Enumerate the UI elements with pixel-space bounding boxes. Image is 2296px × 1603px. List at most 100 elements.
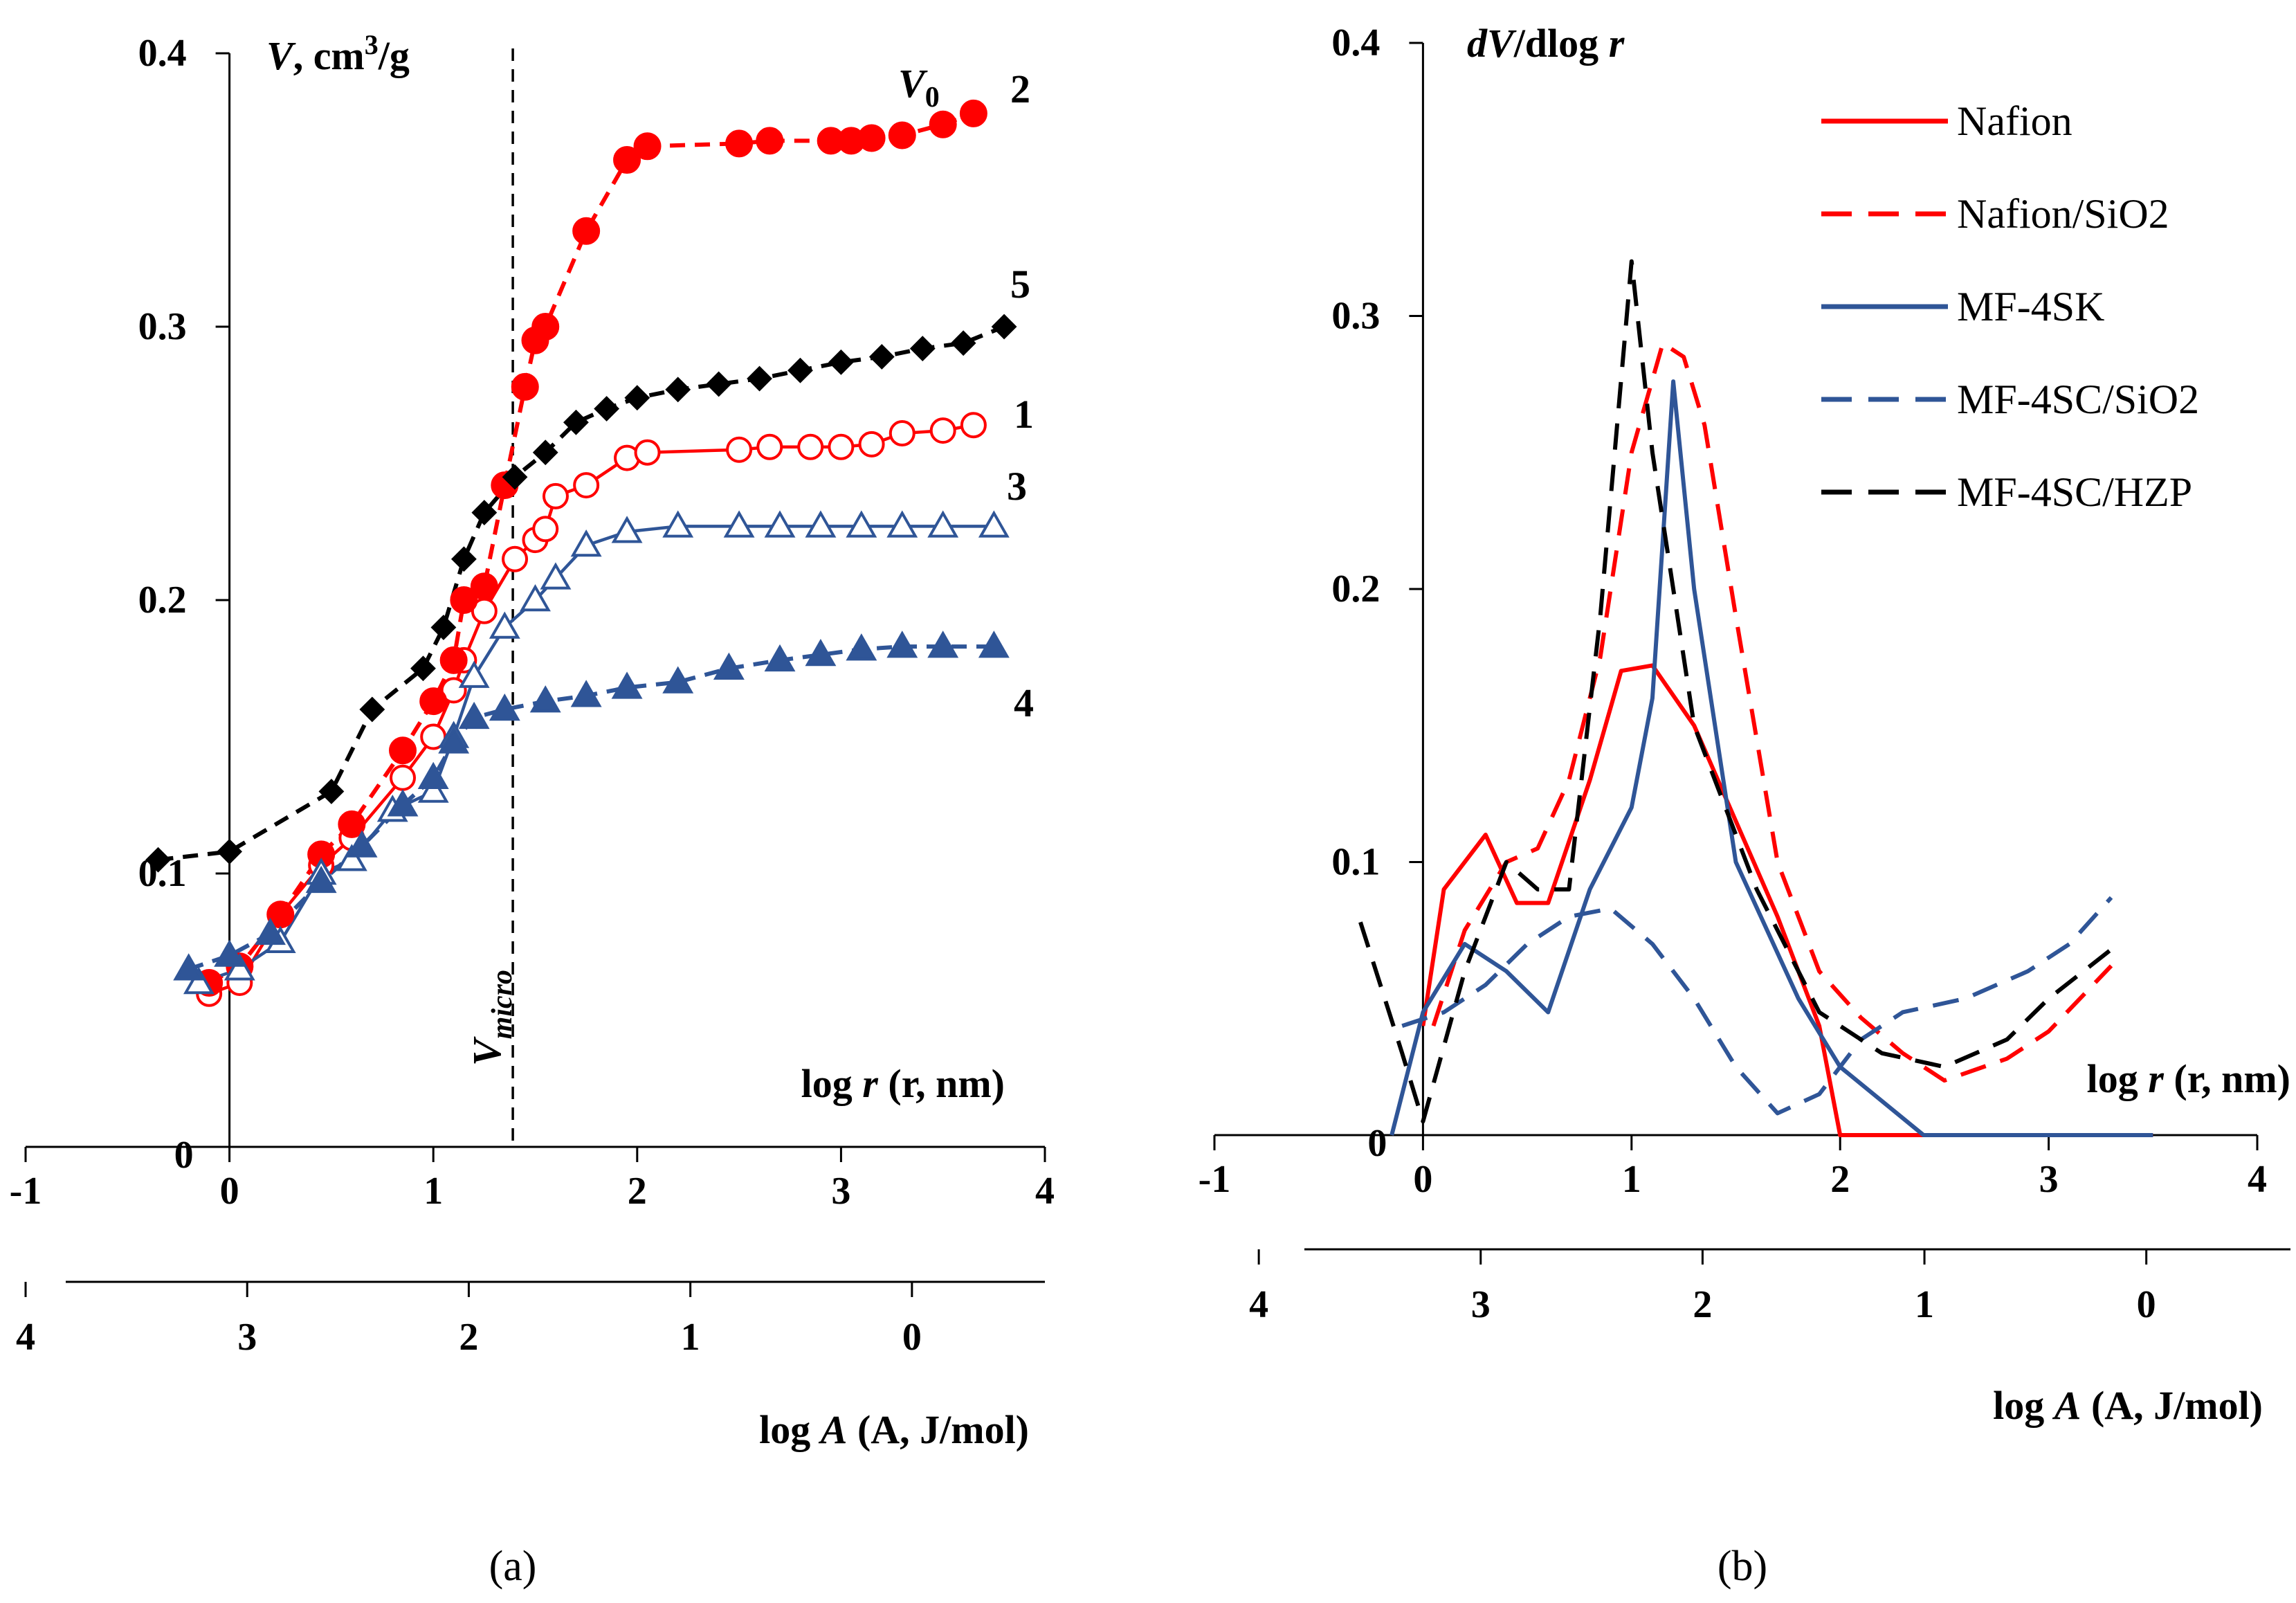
series-4-point (805, 638, 837, 667)
series-2-point (756, 127, 784, 155)
x2-tick-label: 2 (459, 1316, 478, 1359)
series-5-point (359, 696, 385, 723)
series-1-point (532, 516, 559, 543)
series-5-point (318, 779, 345, 804)
panel-label: (b) (1718, 1543, 1767, 1590)
series-3-point (336, 844, 367, 871)
x2-tick-label: 0 (902, 1316, 922, 1359)
series-5-point (868, 344, 895, 370)
series-5-point (747, 365, 772, 392)
y-axis-title-unit: /g (378, 33, 410, 78)
series-1-point (542, 482, 569, 509)
series-5-point (594, 396, 620, 422)
series-4-point (978, 631, 1010, 658)
series-2-point (450, 586, 478, 614)
series-line-3 (198, 525, 994, 985)
series-5-point (502, 464, 528, 490)
series-2-point (531, 313, 560, 341)
x-axis-title-suffix: (r, nm) (2164, 1056, 2290, 1101)
series-1-point (726, 436, 753, 463)
x-tick-label: 0 (220, 1170, 239, 1213)
series-4-point (713, 652, 745, 680)
series-3-point (805, 510, 837, 538)
series-4-point (458, 701, 490, 730)
series-4-point (214, 939, 246, 967)
series-1-point (573, 472, 600, 499)
series-3-point (611, 516, 643, 543)
series-label-4: 4 (1014, 680, 1034, 725)
series-label-2: 2 (1010, 66, 1030, 111)
v-micro-label: Vmicro (464, 970, 518, 1066)
x2-tick-label: 1 (681, 1316, 700, 1359)
x2-tick-label: 3 (237, 1316, 257, 1359)
series-2-point (857, 124, 886, 152)
x-tick-label: 1 (1622, 1158, 1641, 1201)
series-line-MF-4SK (1390, 379, 2153, 1137)
series-4-point (173, 953, 205, 981)
v-micro-label-sub: micro (486, 970, 518, 1039)
x-axis-title: log r (r, nm) (2087, 1056, 2290, 1101)
series-4-point (927, 631, 959, 658)
series-line-Nafion (1421, 663, 2153, 1137)
series-3-point (520, 583, 551, 612)
series-3-point (723, 510, 755, 538)
series-4-point (387, 789, 419, 817)
series-3-point (764, 510, 796, 538)
series-5-point (450, 546, 477, 572)
y-tick-label: 0.3 (138, 305, 187, 348)
x2-tick-label: 2 (1693, 1283, 1712, 1326)
series-1-point (858, 431, 885, 458)
series-3-point (417, 775, 449, 803)
series-label-5: 5 (1010, 262, 1030, 307)
x2-tick-label: 1 (1915, 1283, 1934, 1326)
legend: Nafion Nafion/SiO2 MF-4SK MF-4SC/SiO2 MF-4SC… (1821, 98, 2199, 515)
y-tick-label: 0 (1367, 1122, 1387, 1165)
series-4-point (611, 671, 643, 699)
series-4-point (438, 726, 470, 754)
series-5-point (471, 500, 498, 526)
series-4-point (305, 865, 337, 894)
series-1-point (889, 420, 915, 447)
legend-label-MF-4SC/SiO2: MF-4SC/SiO2 (1957, 377, 2199, 422)
y-axis-title-var: dV (1467, 21, 1517, 66)
v0-label-sub: 0 (925, 82, 940, 114)
x-tick-label: 1 (423, 1170, 443, 1213)
legend-label-Nafion/SiO2: Nafion/SiO2 (1957, 191, 2169, 237)
series-5-point (909, 336, 936, 362)
series-4-point (417, 761, 449, 789)
v0-label: V0 (898, 61, 940, 114)
series-2-point (389, 736, 417, 765)
series-2-point (633, 132, 662, 161)
series-5-point (991, 314, 1017, 340)
x2-tick-label: 3 (1471, 1283, 1491, 1326)
series-1-point (502, 545, 529, 572)
series-5-point (532, 440, 558, 466)
series-5-point (217, 838, 243, 864)
x-tick-label: -1 (1199, 1158, 1231, 1201)
x-tick-label: 0 (1413, 1158, 1432, 1201)
series-2-point (470, 572, 498, 601)
y-axis-title-var: V (266, 33, 296, 78)
series-2-point (725, 129, 754, 158)
x-tick-label: 2 (628, 1170, 647, 1213)
y-axis-title: V, cm3/g (266, 29, 410, 78)
series-3-point (662, 510, 694, 538)
x-tick-label: 4 (1035, 1170, 1055, 1213)
series-line-5 (158, 325, 1005, 862)
series-4-point (489, 693, 520, 721)
series-1-point (440, 677, 467, 704)
series-2-point (511, 372, 539, 401)
legend-label-Nafion: Nafion (1957, 98, 2072, 144)
series-3-point (886, 510, 918, 538)
series-3-point (978, 510, 1010, 538)
series-4-point (886, 631, 918, 658)
v0-label-var: V (898, 61, 928, 106)
series-5-point (430, 615, 457, 640)
series-2-point (572, 217, 601, 245)
x-axis-title-var: r (2148, 1056, 2164, 1101)
series-3-point (927, 510, 959, 538)
x2-axis-title-suffix: (A, J/mol) (2081, 1383, 2263, 1428)
x2-axis-title-prefix: log (759, 1407, 821, 1452)
series-5-point (787, 357, 813, 383)
